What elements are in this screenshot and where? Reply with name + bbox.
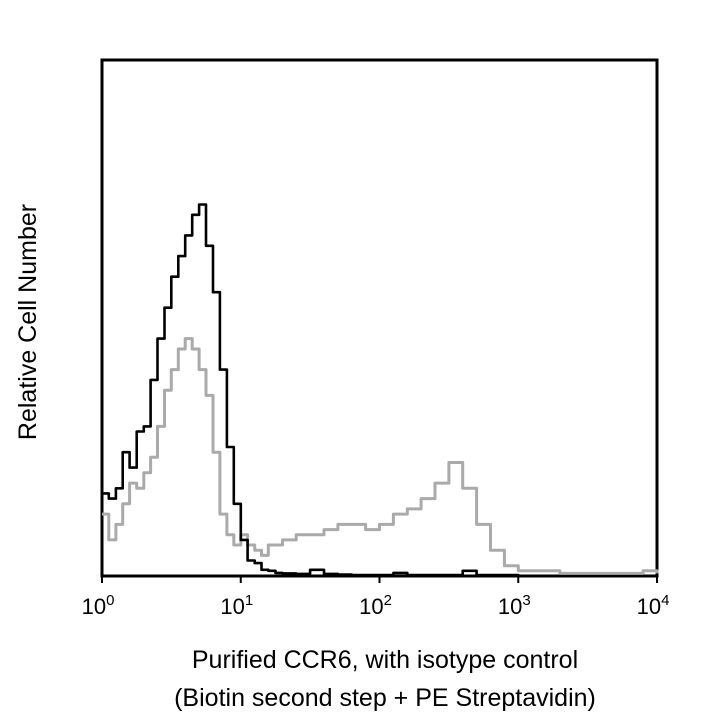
x-tick-label-3: 103 <box>498 592 531 619</box>
x-tick-label-1: 101 <box>220 592 253 619</box>
histogram-series-0 <box>102 203 520 577</box>
y-axis-title: Relative Cell Number <box>14 204 42 440</box>
x-axis-title-line-1: Purified CCR6, with isotype control <box>192 646 578 674</box>
plot-frame <box>100 58 659 578</box>
x-tick-label-0: 100 <box>82 592 115 619</box>
series-layer <box>102 203 659 577</box>
x-axis-title-line-2: (Biotin second step + PE Streptavidin) <box>174 684 596 712</box>
x-axis-ticks: 100 101 102 103 104 <box>82 576 670 619</box>
histogram-series-1 <box>102 337 659 575</box>
x-tick-label-2: 102 <box>359 592 392 619</box>
x-tick-label-4: 104 <box>637 592 670 619</box>
